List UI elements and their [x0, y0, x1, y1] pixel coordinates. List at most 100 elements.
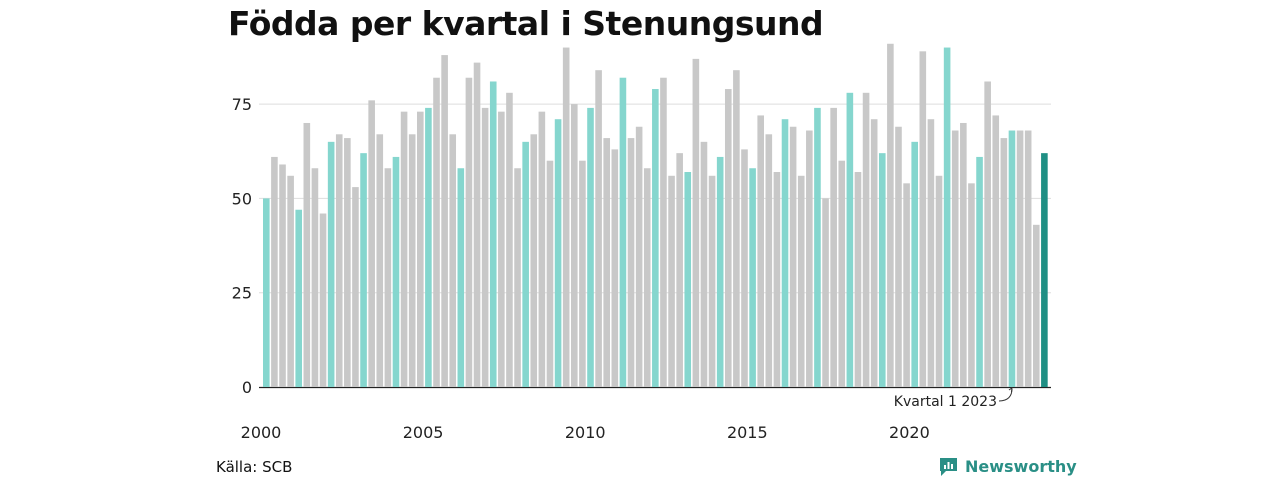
- bar: [287, 175, 294, 387]
- bar: [927, 119, 935, 388]
- bar: [797, 175, 805, 387]
- source-note: Källa: SCB: [216, 458, 293, 476]
- bar: [846, 92, 854, 387]
- bar: [1000, 138, 1008, 387]
- bar: [311, 168, 319, 387]
- bar: [822, 198, 829, 387]
- bar: [757, 115, 765, 387]
- annotation-label: Kvartal 1 2023: [894, 394, 997, 410]
- bar: [263, 198, 270, 387]
- bar: [676, 153, 683, 387]
- bar: [1024, 130, 1032, 388]
- bar: [579, 160, 586, 387]
- bar: [627, 138, 635, 387]
- bar: [716, 156, 724, 387]
- y-tick-label: 50: [232, 189, 252, 208]
- bar: [408, 134, 416, 387]
- bar: [830, 107, 837, 388]
- bar: [870, 119, 878, 388]
- bar: [433, 77, 440, 387]
- bar: [352, 187, 359, 387]
- bar: [960, 122, 967, 387]
- brand-logo[interactable]: Newsworthy: [938, 456, 1077, 477]
- bar: [570, 104, 578, 387]
- bars: [263, 43, 1048, 388]
- bar: [457, 168, 465, 387]
- bar: [862, 92, 870, 387]
- x-tick-label: 2000: [241, 423, 282, 442]
- bar: [295, 209, 303, 387]
- bar: [943, 47, 951, 387]
- bar: [887, 43, 894, 388]
- bar: [538, 111, 546, 388]
- bar: [724, 89, 732, 388]
- bar: [789, 126, 797, 387]
- bar: [335, 134, 343, 387]
- bar: [684, 172, 692, 387]
- bar: [700, 141, 708, 387]
- bar: [838, 160, 846, 387]
- bar: [392, 156, 400, 387]
- bar: [465, 77, 473, 387]
- bar: [708, 175, 716, 387]
- bar: [854, 172, 862, 387]
- x-tick-label: 2005: [403, 423, 444, 442]
- bar: [765, 134, 773, 387]
- bar: [733, 70, 740, 387]
- bar: [498, 111, 505, 388]
- bar: [554, 119, 562, 388]
- y-axis-ticks: 0 25 50 75: [232, 95, 252, 397]
- bar: [692, 58, 700, 387]
- bar: [473, 62, 481, 388]
- bar: [814, 107, 821, 388]
- x-tick-label: 2010: [565, 423, 606, 442]
- bar: [344, 138, 351, 387]
- bar: [781, 119, 789, 388]
- bar: [449, 134, 457, 387]
- bar: [279, 164, 286, 387]
- bar: [514, 168, 521, 387]
- bar: [400, 111, 408, 388]
- bar-highlight: [1041, 153, 1048, 387]
- bar: [903, 183, 910, 387]
- bar: [587, 107, 594, 388]
- bar: [611, 149, 619, 387]
- bar: [911, 141, 918, 387]
- bar: [562, 47, 570, 387]
- annotation-arrowhead: [1008, 386, 1013, 393]
- bar: [425, 107, 432, 388]
- bar: [619, 77, 627, 387]
- bar: [1016, 130, 1024, 388]
- y-tick-label: 0: [242, 378, 252, 397]
- bar: [992, 115, 1000, 387]
- brand-name: Newsworthy: [965, 457, 1077, 476]
- x-tick-label: 2020: [889, 423, 930, 442]
- x-axis-ticks: 2000 2005 2010 2015 2020: [241, 423, 930, 442]
- annotation-group: Kvartal 1 2023: [894, 386, 1013, 410]
- bar: [546, 160, 554, 387]
- bar: [319, 213, 327, 387]
- bar: [489, 81, 497, 387]
- bar: [368, 100, 375, 387]
- bar: [595, 70, 602, 387]
- bar: [416, 111, 424, 388]
- bar: [360, 153, 367, 387]
- bar: [384, 168, 392, 387]
- bar: [668, 175, 675, 387]
- bar: [1008, 130, 1016, 388]
- bar: [935, 175, 943, 387]
- bar: [652, 89, 659, 388]
- bar: [968, 183, 975, 387]
- bar: [749, 168, 756, 387]
- bar: [522, 141, 529, 387]
- bar: [895, 126, 902, 387]
- bar: [441, 55, 448, 388]
- bar: [1032, 224, 1040, 387]
- bar: [271, 156, 278, 387]
- bar: [660, 77, 667, 387]
- newsworthy-logo-icon: [940, 458, 957, 476]
- bar: [327, 141, 335, 387]
- bar: [376, 134, 384, 387]
- y-tick-label: 75: [232, 95, 252, 114]
